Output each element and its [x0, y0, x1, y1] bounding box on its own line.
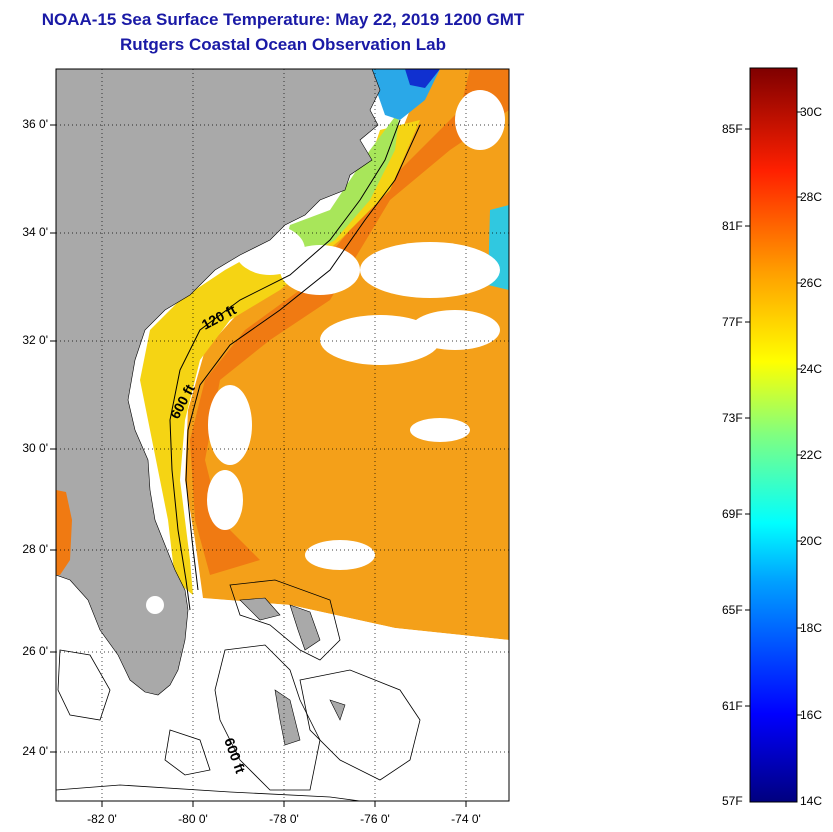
- colorbar-f-77: 77F: [722, 315, 743, 329]
- lat-label-24: 24 0': [22, 744, 48, 758]
- lon-label-78: -78 0': [269, 812, 299, 826]
- colorbar-c-28: 28C: [800, 190, 823, 204]
- lat-label-32: 32 0': [22, 333, 48, 347]
- colorbar-c-30: 30C: [800, 105, 823, 119]
- colorbar-c-18: 18C: [800, 621, 823, 635]
- lat-label-30: 30 0': [22, 441, 48, 455]
- colorbar-f-65: 65F: [722, 603, 743, 617]
- colorbar-c-20: 20C: [800, 534, 823, 548]
- lat-label-36: 36 0': [22, 117, 48, 131]
- lat-label-26: 26 0': [22, 644, 48, 658]
- map-frame: [55, 68, 510, 802]
- cloud-gaps: [207, 90, 505, 570]
- lon-label-76: -76 0': [360, 812, 390, 826]
- axis-ticks: [50, 124, 467, 807]
- lon-label-74: -74 0': [451, 812, 481, 826]
- lake-okeechobee: [146, 596, 164, 614]
- colorbar-c-22: 22C: [800, 448, 823, 462]
- colorbar-c-14: 14C: [800, 794, 823, 808]
- colorbar-f-81: 81F: [722, 219, 743, 233]
- colorbar-f-73: 73F: [722, 411, 743, 425]
- colorbar: [749, 67, 798, 803]
- lon-label-80: -80 0': [178, 812, 208, 826]
- sst-coldest-north: [405, 69, 440, 88]
- map-title: NOAA-15 Sea Surface Temperature: May 22,…: [41, 10, 525, 29]
- contour-600ft: [185, 124, 421, 591]
- colorbar-f-69: 69F: [722, 507, 743, 521]
- colorbar-ticks: [745, 111, 802, 716]
- sst-shelf-region: [140, 120, 420, 595]
- sst-gulf-of-mexico: [56, 490, 72, 575]
- sst-cool-inshore: [280, 110, 400, 260]
- bahamas-islands: [239, 597, 346, 746]
- colorbar-f-61: 61F: [722, 699, 743, 713]
- lat-label-28: 28 0': [22, 542, 48, 556]
- contour-120ft: [169, 119, 401, 611]
- colorbar-c-16: 16C: [800, 708, 823, 722]
- colorbar-f-85: 85F: [722, 122, 743, 136]
- colorbar-f-57: 57F: [722, 794, 743, 808]
- lat-label-34: 34 0': [22, 225, 48, 239]
- bahamas-contours: [56, 579, 421, 801]
- lon-label-82: -82 0': [87, 812, 117, 826]
- map-subtitle: Rutgers Coastal Ocean Observation Lab: [120, 35, 446, 54]
- colorbar-c-26: 26C: [800, 276, 823, 290]
- colorbar-c-24: 24C: [800, 362, 823, 376]
- land-us: [56, 69, 381, 696]
